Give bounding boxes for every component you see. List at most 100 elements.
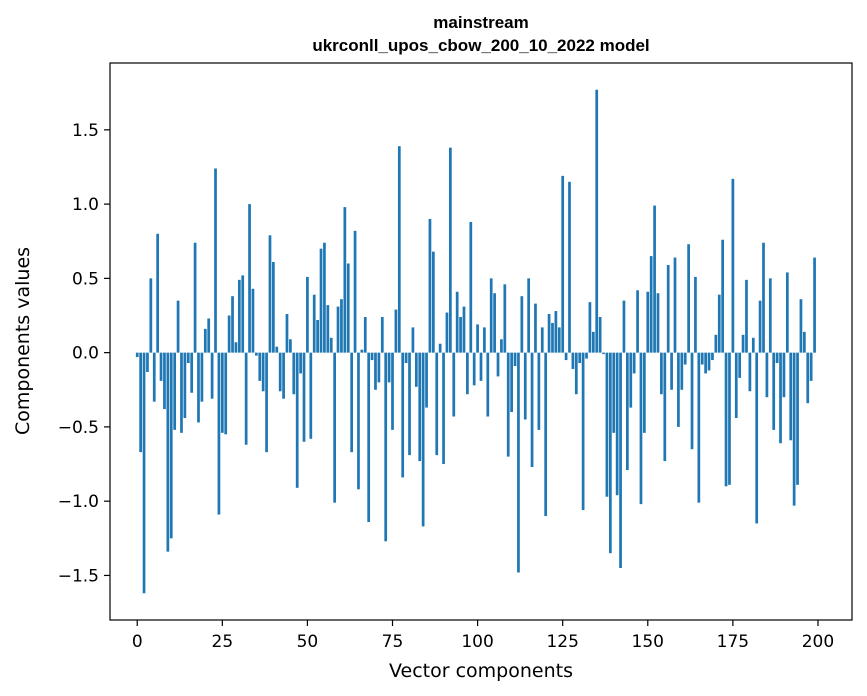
bar-127	[568, 181, 571, 353]
bar-124	[557, 327, 561, 353]
bar-67	[363, 316, 367, 353]
bar-22	[210, 352, 214, 399]
bar-140	[612, 352, 616, 433]
x-axis-ticks: 0 25 50 75 100 125 150 175 200	[132, 620, 834, 652]
bar-10	[169, 352, 173, 539]
bar-91	[445, 312, 449, 353]
bar-84	[421, 352, 425, 527]
bar-131	[581, 352, 585, 511]
bar-161	[683, 352, 687, 365]
bar-49	[302, 352, 306, 442]
bar-34	[251, 288, 255, 353]
bar-14	[183, 352, 187, 418]
bar-193	[792, 352, 796, 506]
bar-31	[241, 275, 245, 353]
bar-28	[231, 296, 234, 353]
bar-69	[370, 352, 374, 361]
x-tick-label: 125	[546, 632, 578, 652]
bar-27	[227, 315, 231, 353]
bar-171	[717, 294, 721, 353]
bar-63	[350, 352, 354, 453]
bar-37	[261, 352, 265, 392]
bar-51	[309, 352, 313, 439]
bar-132	[585, 352, 588, 359]
bar-61	[343, 207, 347, 353]
bar-60	[340, 299, 343, 353]
bar-148	[639, 352, 643, 505]
bar-102	[483, 327, 486, 353]
bar-50	[306, 276, 309, 353]
bar-158	[673, 257, 677, 353]
bar-167	[704, 352, 707, 374]
bar-68	[367, 352, 371, 522]
bar-19	[200, 352, 204, 402]
bar-98	[469, 221, 473, 353]
bar-76	[394, 309, 398, 353]
bar-59	[336, 306, 340, 353]
x-tick-label: 0	[132, 632, 143, 652]
bar-71	[377, 352, 381, 383]
bar-32	[244, 352, 248, 445]
bar-190	[782, 352, 786, 398]
bar-118	[537, 352, 541, 430]
bar-119	[540, 327, 544, 353]
bar-18	[197, 352, 200, 423]
bar-103	[486, 352, 490, 417]
bar-56	[326, 305, 330, 353]
bar-164	[694, 276, 697, 353]
bar-159	[677, 352, 680, 427]
bar-87	[431, 251, 435, 353]
bar-149	[643, 352, 646, 433]
bar-105	[493, 293, 496, 353]
chart-title-line-2: ukrconll_upos_cbow_200_10_2022 model	[312, 36, 649, 55]
bar-81	[411, 327, 415, 353]
bars-group	[135, 89, 816, 594]
bar-99	[472, 352, 476, 386]
bar-6	[156, 233, 160, 353]
bar-100	[476, 324, 479, 353]
bar-137	[602, 352, 605, 355]
bar-188	[775, 352, 779, 364]
bar-47	[295, 352, 299, 488]
bar-42	[278, 352, 282, 392]
bar-52	[312, 294, 316, 353]
bar-70	[374, 352, 377, 390]
bar-24	[217, 352, 221, 515]
bar-82	[414, 352, 418, 387]
bar-62	[346, 263, 350, 353]
bar-64	[353, 230, 357, 353]
bar-129	[574, 352, 578, 395]
bar-146	[632, 352, 636, 374]
bar-109	[506, 352, 510, 457]
y-axis-ticks: −1.5 −1.0 −0.5 0.0 0.5 1.0 1.5	[58, 121, 110, 586]
bar-162	[687, 244, 690, 353]
bar-177	[738, 352, 742, 378]
bar-26	[224, 352, 228, 435]
bar-163	[690, 352, 694, 450]
bar-154	[660, 352, 663, 395]
bar-21	[207, 318, 211, 353]
bar-77	[397, 146, 401, 353]
bar-46	[292, 352, 296, 395]
bar-182	[755, 352, 759, 524]
bar-157	[670, 352, 673, 390]
bar-16	[190, 352, 194, 393]
bar-66	[360, 349, 364, 353]
bar-126	[564, 352, 568, 361]
bar-175	[731, 178, 735, 353]
bar-123	[554, 311, 558, 353]
chart-title-line-1: mainstream	[433, 13, 528, 32]
x-axis-label: Vector components	[389, 660, 573, 682]
bar-7	[159, 352, 163, 381]
bar-45	[289, 339, 292, 353]
bar-153	[656, 293, 660, 353]
bar-113	[520, 296, 524, 353]
bar-2	[142, 352, 146, 594]
bar-116	[530, 352, 534, 468]
bar-138	[605, 352, 609, 497]
bar-144	[626, 352, 629, 470]
bar-125	[561, 175, 565, 353]
bar-195	[799, 299, 803, 353]
y-tick-label: 1.0	[72, 195, 99, 215]
bar-147	[636, 290, 639, 353]
